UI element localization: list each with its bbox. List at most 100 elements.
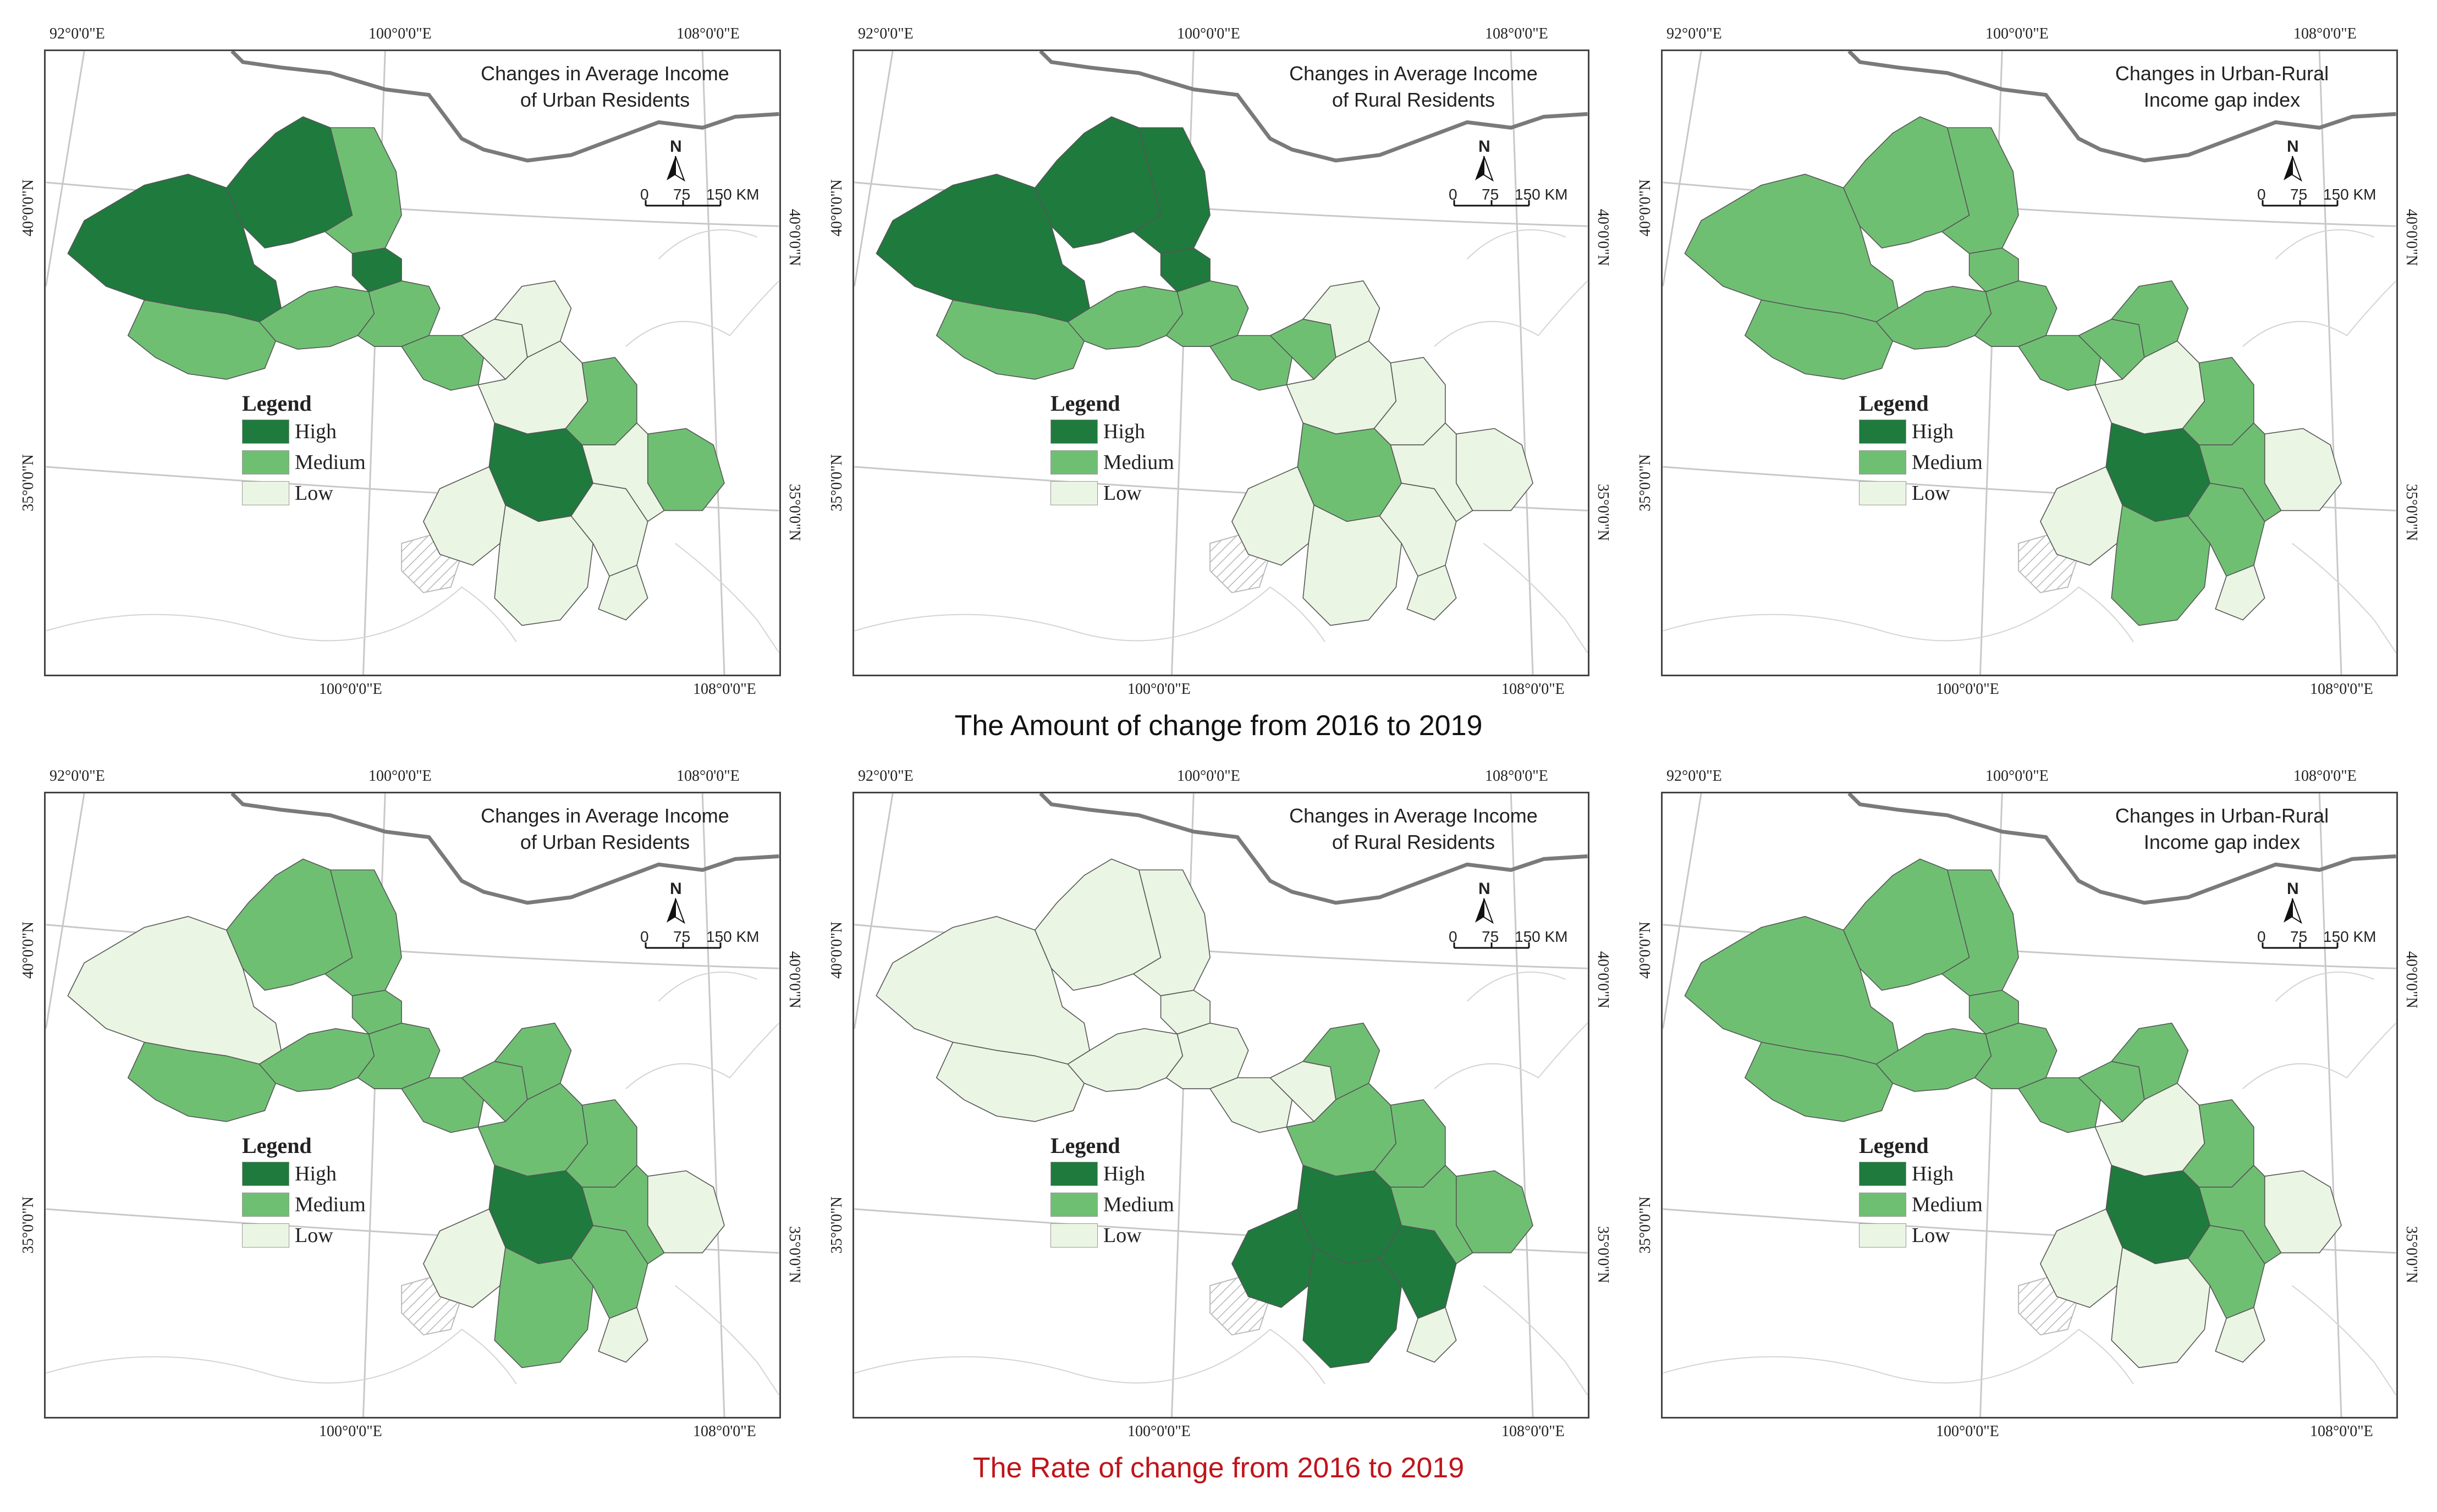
north-arrow-icon — [1453, 156, 1530, 207]
legend-item-medium: Medium — [242, 447, 407, 478]
lon-label-bottom-right: 108°0'0"E — [693, 1423, 756, 1440]
scale-label-150: 150 KM — [706, 928, 760, 945]
legend: Legend High Medium Low — [1050, 1133, 1215, 1251]
region-6-medium — [351, 990, 402, 1035]
map-panel: 92°0'0"E 100°0'0"E 108°0'0"E 100°0'0"E 108°0… — [1617, 11, 2437, 704]
lon-label-top-right: 108°0'0"E — [1485, 25, 1548, 42]
lat-label-left-top: 40°0'0"N — [828, 179, 845, 236]
meridian-108e — [701, 793, 725, 1417]
scale-label-0: 0 — [640, 928, 649, 945]
north-label: N — [670, 880, 682, 898]
map-frame — [44, 792, 781, 1419]
national-border — [1847, 51, 2396, 163]
lon-label-bottom-left: 100°0'0"E — [1936, 681, 1999, 698]
lat-label-right-bottom: 35°0'0"N — [2403, 1226, 2420, 1283]
lat-label-right-top: 40°0'0"N — [2403, 209, 2420, 266]
legend: Legend High Medium Low — [1050, 390, 1215, 509]
panel-title-line2: Income gap index — [2143, 89, 2301, 111]
scale-label-0: 0 — [640, 186, 649, 203]
region-3-medium — [127, 299, 277, 380]
neighbour-outlines — [854, 229, 1588, 653]
region-6-high — [1160, 247, 1211, 293]
panel-title-line1: Changes in Average Income — [1289, 804, 1538, 827]
scale-label-0: 0 — [2257, 928, 2266, 945]
north-arrow-scalebar: N 0 75 150 KM — [1446, 880, 1568, 957]
north-label: N — [670, 137, 682, 156]
legend-item-high: High — [1050, 1158, 1215, 1189]
scale-label-0: 0 — [1449, 186, 1457, 203]
legend-swatch-medium — [242, 1193, 289, 1217]
panel-title-line2: of Rural Residents — [1332, 831, 1495, 853]
lon-label-top-right: 108°0'0"E — [2293, 768, 2357, 785]
region-17-medium — [2198, 422, 2282, 522]
lat-label-left-top: 40°0'0"N — [828, 921, 845, 979]
panel-title: Changes in Average Income of Urban Reside… — [462, 60, 748, 113]
legend-item-medium: Medium — [242, 1189, 407, 1220]
legend-swatch-high — [1859, 420, 1906, 444]
north-arrow-icon — [1453, 898, 1530, 949]
lon-label-top-left: 92°0'0"E — [1666, 768, 1722, 785]
north-arrow-icon — [2262, 156, 2339, 207]
lat-label-left-bottom: 35°0'0"N — [20, 454, 37, 511]
map-panel: 92°0'0"E 100°0'0"E 108°0'0"E 100°0'0"E 108°0… — [808, 753, 1633, 1446]
region-14-medium — [494, 1246, 594, 1368]
lon-label-top-left: 92°0'0"E — [1666, 25, 1722, 42]
neighbour-outlines — [46, 971, 779, 1395]
region-6-high — [351, 247, 402, 293]
region-16-medium — [1455, 1170, 1533, 1254]
region-3-low — [936, 1041, 1085, 1122]
scale-label-75: 75 — [1482, 186, 1499, 203]
lon-label-bottom-right: 108°0'0"E — [1501, 681, 1565, 698]
lon-label-bottom-right: 108°0'0"E — [1501, 1423, 1565, 1440]
lon-label-top-mid: 100°0'0"E — [368, 25, 432, 42]
legend-title: Legend — [1050, 1133, 1120, 1158]
map-frame — [852, 792, 1589, 1419]
row-caption: The Amount of change from 2016 to 2019 — [954, 710, 1483, 742]
lat-label-left-top: 40°0'0"N — [1637, 921, 1654, 979]
legend-label-low: Low — [295, 482, 333, 505]
lat-label-left-bottom: 35°0'0"N — [828, 1196, 845, 1254]
legend-label-low: Low — [295, 1224, 333, 1247]
panel-title-line2: of Urban Residents — [520, 831, 690, 853]
lon-label-bottom-left: 100°0'0"E — [319, 1423, 382, 1440]
lat-label-left-bottom: 35°0'0"N — [828, 454, 845, 511]
lon-label-bottom-left: 100°0'0"E — [1127, 681, 1191, 698]
map-svg — [854, 793, 1588, 1417]
legend-swatch-low — [242, 481, 289, 505]
region-3-medium — [1744, 299, 1894, 380]
lon-label-bottom-left: 100°0'0"E — [1936, 1423, 1999, 1440]
lon-label-top-mid: 100°0'0"E — [1177, 768, 1240, 785]
lat-label-left-bottom: 35°0'0"N — [20, 1196, 37, 1254]
meridian-108e — [1510, 793, 1534, 1417]
panel-title-line1: Changes in Average Income — [1289, 62, 1538, 85]
region-7-medium — [1209, 335, 1293, 391]
lon-label-bottom-left: 100°0'0"E — [1127, 1423, 1191, 1440]
north-arrow-scalebar: N 0 75 150 KM — [2255, 880, 2377, 957]
lat-label-left-bottom: 35°0'0"N — [1637, 1196, 1654, 1254]
panel-title: Changes in Average Income of Rural Reside… — [1270, 803, 1556, 856]
lat-label-left-bottom: 35°0'0"N — [1637, 454, 1654, 511]
legend-swatch-low — [1859, 481, 1906, 505]
region-7-medium — [2018, 335, 2102, 391]
legend-label-low: Low — [1103, 482, 1142, 505]
north-arrow-scalebar: N 0 75 150 KM — [638, 137, 760, 214]
national-border — [1039, 51, 1588, 163]
region-18-low — [1406, 1307, 1457, 1363]
lat-label-right-top: 40°0'0"N — [1594, 209, 1611, 266]
region-17-low — [1390, 422, 1473, 522]
legend-label-medium: Medium — [1103, 1193, 1174, 1216]
legend-label-high: High — [1103, 1162, 1145, 1185]
north-label: N — [2287, 137, 2299, 156]
national-border — [230, 51, 779, 163]
lat-label-left-top: 40°0'0"N — [20, 921, 37, 979]
region-17-medium — [581, 1165, 665, 1265]
lat-label-right-top: 40°0'0"N — [786, 209, 803, 266]
legend-item-high: High — [242, 416, 407, 447]
legend-label-high: High — [295, 1162, 337, 1185]
meridian-92e — [854, 51, 894, 286]
lon-label-top-left: 92°0'0"E — [858, 25, 914, 42]
region-13-low — [1231, 466, 1314, 566]
region-16-low — [1455, 428, 1533, 511]
legend-label-high: High — [1912, 1162, 1954, 1185]
legend-item-high: High — [1859, 1158, 2024, 1189]
